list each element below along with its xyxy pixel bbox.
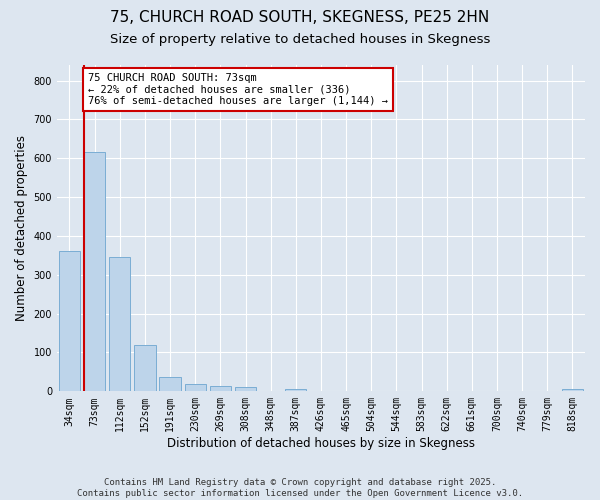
Bar [185,384,206,392]
Bar [134,346,155,392]
Text: Contains HM Land Registry data © Crown copyright and database right 2025.
Contai: Contains HM Land Registry data © Crown c… [77,478,523,498]
Bar [209,386,231,392]
Y-axis label: Number of detached properties: Number of detached properties [15,135,28,321]
Text: 75 CHURCH ROAD SOUTH: 73sqm
← 22% of detached houses are smaller (336)
76% of se: 75 CHURCH ROAD SOUTH: 73sqm ← 22% of det… [88,73,388,106]
Bar [84,152,106,392]
Text: 75, CHURCH ROAD SOUTH, SKEGNESS, PE25 2HN: 75, CHURCH ROAD SOUTH, SKEGNESS, PE25 2H… [110,10,490,25]
X-axis label: Distribution of detached houses by size in Skegness: Distribution of detached houses by size … [167,437,475,450]
Bar [59,252,80,392]
Bar [235,388,256,392]
Bar [285,388,307,392]
Text: Size of property relative to detached houses in Skegness: Size of property relative to detached ho… [110,32,490,46]
Bar [160,376,181,392]
Bar [562,388,583,392]
Bar [109,258,130,392]
